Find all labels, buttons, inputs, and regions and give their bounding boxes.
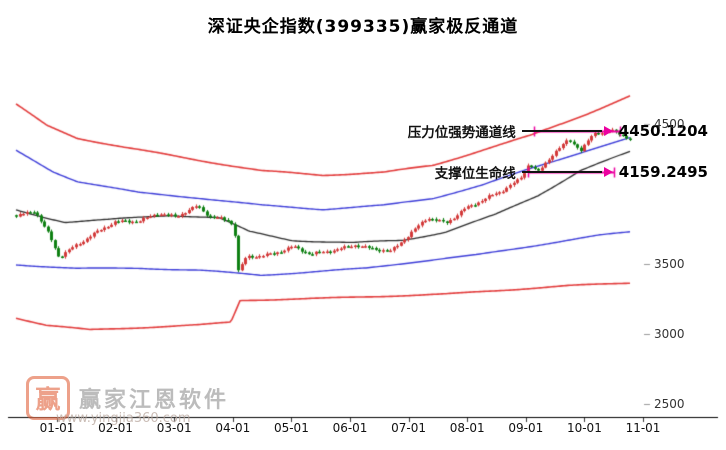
x-axis-label: 02-01 xyxy=(98,421,134,435)
arrow-right-icon xyxy=(603,125,613,136)
resistance-label: 压力位强势通道线 xyxy=(407,124,516,141)
x-axis-label: 06-01 xyxy=(332,421,368,435)
x-axis-label: 09-01 xyxy=(508,421,544,435)
watermark: 赢 赢家江恩软件 xyxy=(26,376,229,420)
x-axis-label: 10-01 xyxy=(566,421,602,435)
arrow-right-icon xyxy=(603,166,613,177)
resistance-annotation: 压力位强势通道线 4450.1204 xyxy=(386,121,708,141)
y-axis-label: 2500 xyxy=(654,397,685,411)
x-axis-label: 11-01 xyxy=(625,421,661,435)
y-axis-label: 3500 xyxy=(654,257,685,271)
watermark-url: www.yingjia360.com xyxy=(56,411,191,426)
support-label: 支撑位生命线 xyxy=(434,165,516,182)
x-axis-label: 04-01 xyxy=(215,421,251,435)
resistance-value: 4450.1204 xyxy=(618,121,708,140)
x-axis-label: 05-01 xyxy=(273,421,309,435)
watermark-brand: 赢家江恩软件 xyxy=(79,388,230,413)
yingjia-logo-icon: 赢 xyxy=(26,376,70,420)
y-axis-label: 4500 xyxy=(654,117,685,131)
x-axis-label: 08-01 xyxy=(449,421,485,435)
x-axis-label: 03-01 xyxy=(156,421,192,435)
y-axis-label: 3000 xyxy=(654,327,685,341)
chart-title: 深证央企指数(399335)赢家极反通道 xyxy=(207,17,519,37)
resistance-connector-line xyxy=(521,129,602,132)
support-connector-line xyxy=(521,170,602,173)
x-axis-label: 01-01 xyxy=(39,421,75,435)
x-axis-label: 07-01 xyxy=(391,421,427,435)
support-annotation: 支撑位生命线 4159.2495 xyxy=(386,162,708,182)
support-value: 4159.2495 xyxy=(618,162,708,181)
